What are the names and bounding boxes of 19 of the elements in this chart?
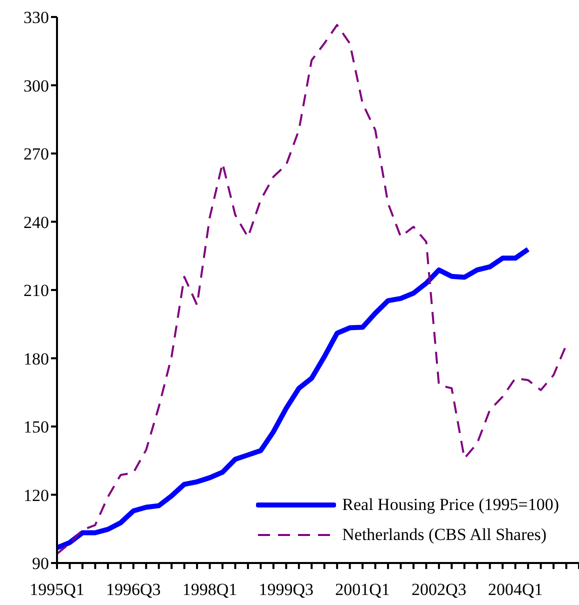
x-tick-label: 1995Q1 bbox=[30, 580, 84, 600]
legend-label: Netherlands (CBS All Shares) bbox=[342, 525, 547, 545]
y-tick-label: 210 bbox=[24, 281, 49, 300]
y-tick-label: 330 bbox=[24, 8, 49, 28]
x-tick-label: 2002Q3 bbox=[412, 580, 466, 600]
y-tick-label: 300 bbox=[24, 76, 49, 96]
legend-label: Real Housing Price (1995=100) bbox=[342, 495, 559, 515]
y-tick-label: 150 bbox=[24, 418, 49, 437]
y-tick-label: 90 bbox=[32, 554, 49, 574]
y-tick-label: 180 bbox=[24, 349, 49, 368]
y-tick-label: 240 bbox=[24, 212, 49, 232]
y-tick-label: 120 bbox=[24, 486, 49, 505]
x-tick-label: 1999Q3 bbox=[258, 580, 314, 600]
x-tick-label: 1998Q1 bbox=[182, 580, 238, 600]
line-series bbox=[56, 24, 568, 555]
x-tick-label: 2004Q1 bbox=[488, 580, 543, 600]
y-tick-label: 270 bbox=[24, 144, 49, 164]
x-tick-label: 2001Q1 bbox=[335, 580, 390, 600]
x-tick-label: 1996Q3 bbox=[106, 580, 161, 600]
